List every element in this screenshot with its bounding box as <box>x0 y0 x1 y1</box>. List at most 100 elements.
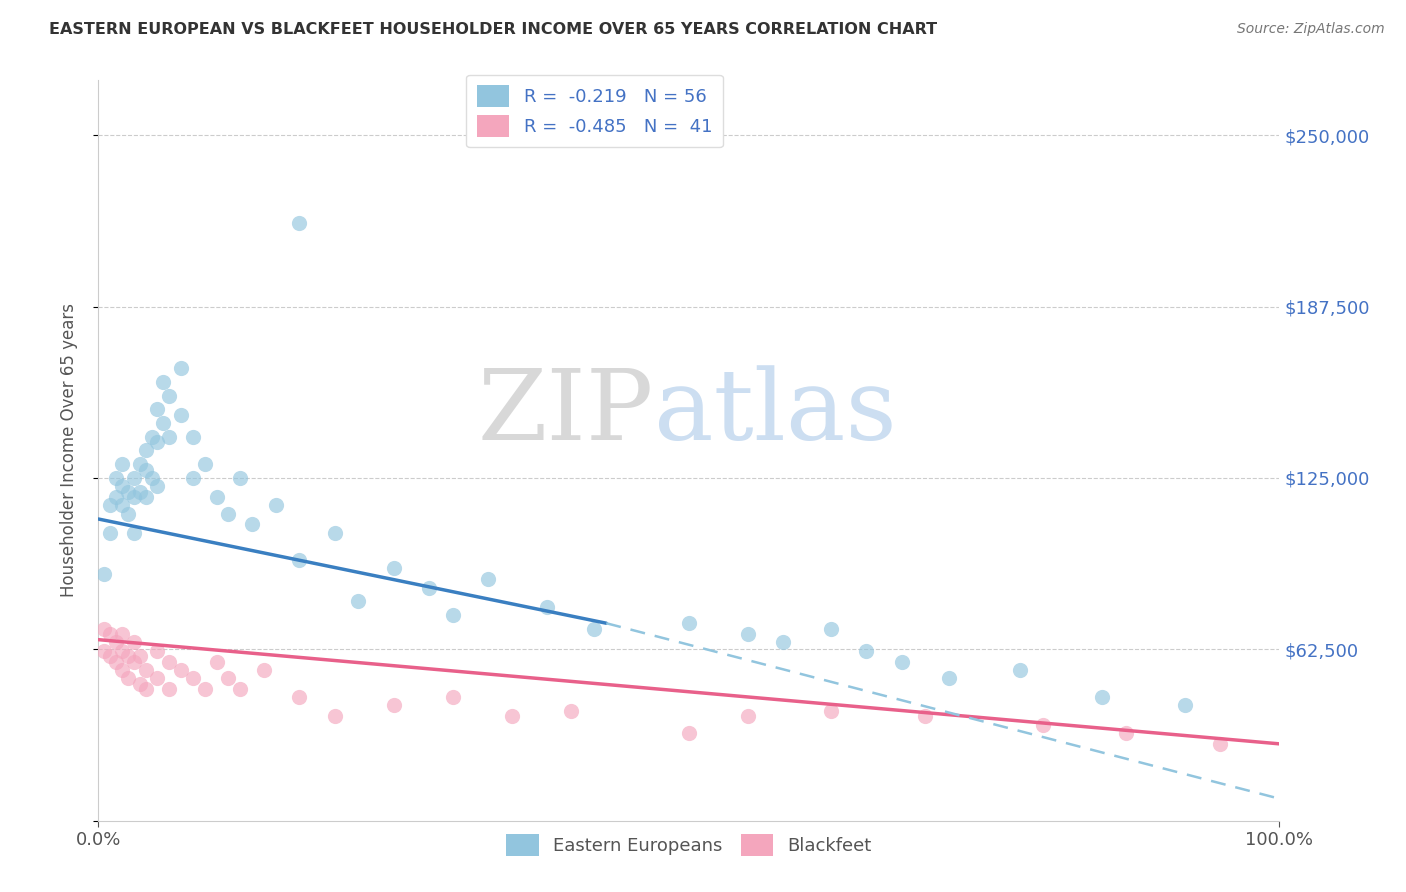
Point <box>93 566 115 581</box>
Point <box>323 709 346 723</box>
Point <box>111 498 134 512</box>
Point <box>111 663 134 677</box>
Point <box>117 507 139 521</box>
Point <box>382 561 405 575</box>
Point <box>157 655 180 669</box>
Point <box>772 635 794 649</box>
Point <box>181 671 204 685</box>
Point <box>105 655 128 669</box>
Point <box>217 507 239 521</box>
Text: ZIP: ZIP <box>477 366 654 461</box>
Point <box>194 681 217 696</box>
Point <box>737 709 759 723</box>
Point <box>288 690 311 705</box>
Point <box>820 622 842 636</box>
Point <box>122 635 145 649</box>
Point <box>152 416 174 430</box>
Point <box>1032 717 1054 731</box>
Point <box>536 599 558 614</box>
Point <box>323 525 346 540</box>
Point <box>855 643 877 657</box>
Point <box>170 361 193 376</box>
Point <box>128 649 150 664</box>
Point <box>111 643 134 657</box>
Point <box>441 607 464 622</box>
Point <box>194 457 217 471</box>
Point <box>229 681 252 696</box>
Point <box>205 655 228 669</box>
Point <box>583 622 606 636</box>
Point <box>347 594 370 608</box>
Point <box>1008 663 1031 677</box>
Point <box>105 490 128 504</box>
Point <box>477 572 499 586</box>
Point <box>678 726 700 740</box>
Point <box>152 375 174 389</box>
Point <box>128 676 150 690</box>
Point <box>1091 690 1114 705</box>
Legend: Eastern Europeans, Blackfeet: Eastern Europeans, Blackfeet <box>499 827 879 863</box>
Point <box>98 649 121 664</box>
Point <box>1174 698 1197 713</box>
Point <box>93 643 115 657</box>
Point <box>441 690 464 705</box>
Point <box>253 663 276 677</box>
Point <box>141 430 163 444</box>
Point <box>914 709 936 723</box>
Point <box>382 698 405 713</box>
Text: Source: ZipAtlas.com: Source: ZipAtlas.com <box>1237 22 1385 37</box>
Point <box>146 402 169 417</box>
Point <box>170 408 193 422</box>
Point <box>105 471 128 485</box>
Point <box>135 490 157 504</box>
Text: EASTERN EUROPEAN VS BLACKFEET HOUSEHOLDER INCOME OVER 65 YEARS CORRELATION CHART: EASTERN EUROPEAN VS BLACKFEET HOUSEHOLDE… <box>49 22 938 37</box>
Point <box>157 681 180 696</box>
Point <box>938 671 960 685</box>
Point <box>111 457 134 471</box>
Point <box>157 430 180 444</box>
Point <box>217 671 239 685</box>
Point <box>157 389 180 403</box>
Point <box>229 471 252 485</box>
Point <box>117 484 139 499</box>
Point <box>135 463 157 477</box>
Point <box>117 671 139 685</box>
Point <box>737 627 759 641</box>
Point <box>128 484 150 499</box>
Point <box>117 649 139 664</box>
Point <box>418 581 440 595</box>
Point <box>111 479 134 493</box>
Point <box>122 490 145 504</box>
Point <box>122 471 145 485</box>
Y-axis label: Householder Income Over 65 years: Householder Income Over 65 years <box>59 303 77 598</box>
Point <box>98 627 121 641</box>
Point <box>141 471 163 485</box>
Point <box>205 490 228 504</box>
Point <box>98 525 121 540</box>
Text: atlas: atlas <box>654 366 896 461</box>
Point <box>98 498 121 512</box>
Point <box>288 216 311 230</box>
Point <box>264 498 287 512</box>
Point <box>146 671 169 685</box>
Point <box>128 457 150 471</box>
Point <box>890 655 912 669</box>
Point <box>181 471 204 485</box>
Point <box>288 553 311 567</box>
Point <box>1209 737 1232 751</box>
Point <box>181 430 204 444</box>
Point <box>105 635 128 649</box>
Point <box>240 517 263 532</box>
Point <box>501 709 523 723</box>
Point <box>820 704 842 718</box>
Point <box>146 479 169 493</box>
Point <box>146 643 169 657</box>
Point <box>678 616 700 631</box>
Point <box>122 655 145 669</box>
Point <box>111 627 134 641</box>
Point <box>1115 726 1137 740</box>
Point <box>135 663 157 677</box>
Point <box>135 443 157 458</box>
Point <box>146 435 169 450</box>
Point <box>170 663 193 677</box>
